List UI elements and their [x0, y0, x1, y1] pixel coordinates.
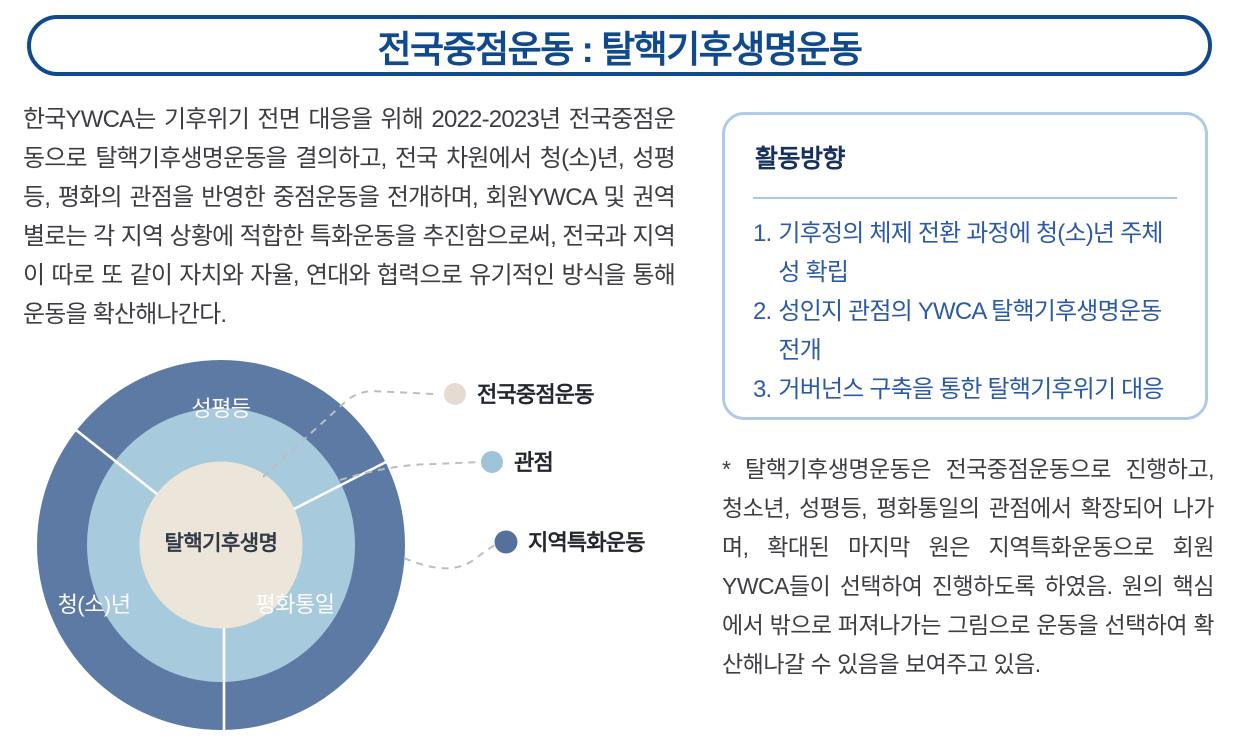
page-title: 전국중점운동 : 탈핵기후생명운동	[377, 28, 863, 70]
legend-dot-perspective	[481, 451, 503, 473]
connector-dashed-local	[403, 544, 496, 570]
ring-label-gender-equality: 성평등	[191, 396, 250, 421]
ring-label-youth: 청(소)년	[58, 592, 131, 617]
activity-box-title: 활동방향	[755, 145, 846, 173]
activity-direction-box: 활동방향 1. 기후정의 체제 전환 과정에 청(소)년 주체성 확립 2. 성…	[722, 112, 1208, 420]
activity-item-1-text: 기후정의 체제 전환 과정에 청(소)년 주체성 확립	[778, 220, 1163, 286]
legend-label-national-core-movement: 전국중점운동	[477, 382, 594, 407]
activity-item-3-number: 3.	[753, 376, 772, 403]
legend-dot-local-special-movement	[494, 530, 518, 554]
divider-line-upper-left	[75, 428, 158, 496]
concentric-movement-diagram: 성평등 청(소)년 평화통일 탈핵기후생명 전국중점운동 관점 지역특화운동	[37, 360, 646, 731]
connector-dashed-perspective	[339, 461, 482, 481]
legend-dot-national-core-movement	[444, 383, 466, 405]
diagram-center-label: 탈핵기후생명	[165, 531, 278, 555]
footnote: * 탈핵기후생명운동은 전국중점운동으로 진행하고, 청소년, 성평등, 평화통…	[722, 456, 1215, 677]
legend-label-local-special-movement: 지역특화운동	[528, 530, 645, 555]
ring-label-peace-unification: 평화통일	[256, 592, 335, 617]
activity-item-2-number: 2.	[753, 298, 772, 325]
activity-box-divider	[753, 197, 1177, 199]
activity-item-1-number: 1.	[753, 220, 772, 247]
inner-circle-core	[139, 461, 303, 629]
page-title-banner: 전국중점운동 : 탈핵기후생명운동	[27, 15, 1212, 76]
activity-item-3-text: 거버넌스 구축을 통한 탈핵기후위기 대응	[778, 376, 1164, 403]
legend-label-perspective: 관점	[514, 450, 553, 475]
activity-item-1: 1. 기후정의 체제 전환 과정에 청(소)년 주체성 확립	[753, 214, 1177, 292]
divider-line-right	[293, 459, 389, 511]
activity-list: 1. 기후정의 체제 전환 과정에 청(소)년 주체성 확립 2. 성인지 관점…	[753, 214, 1177, 409]
activity-item-3: 3. 거버넌스 구축을 통한 탈핵기후위기 대응	[753, 370, 1177, 409]
activity-item-2: 2. 성인지 관점의 YWCA 탈핵기후생명운동 전개	[753, 292, 1177, 370]
activity-item-2-text: 성인지 관점의 YWCA 탈핵기후생명운동 전개	[778, 298, 1162, 364]
intro-paragraph: 한국YWCA는 기후위기 전면 대응을 위해 2022-2023년 전국중점운동…	[23, 106, 676, 328]
